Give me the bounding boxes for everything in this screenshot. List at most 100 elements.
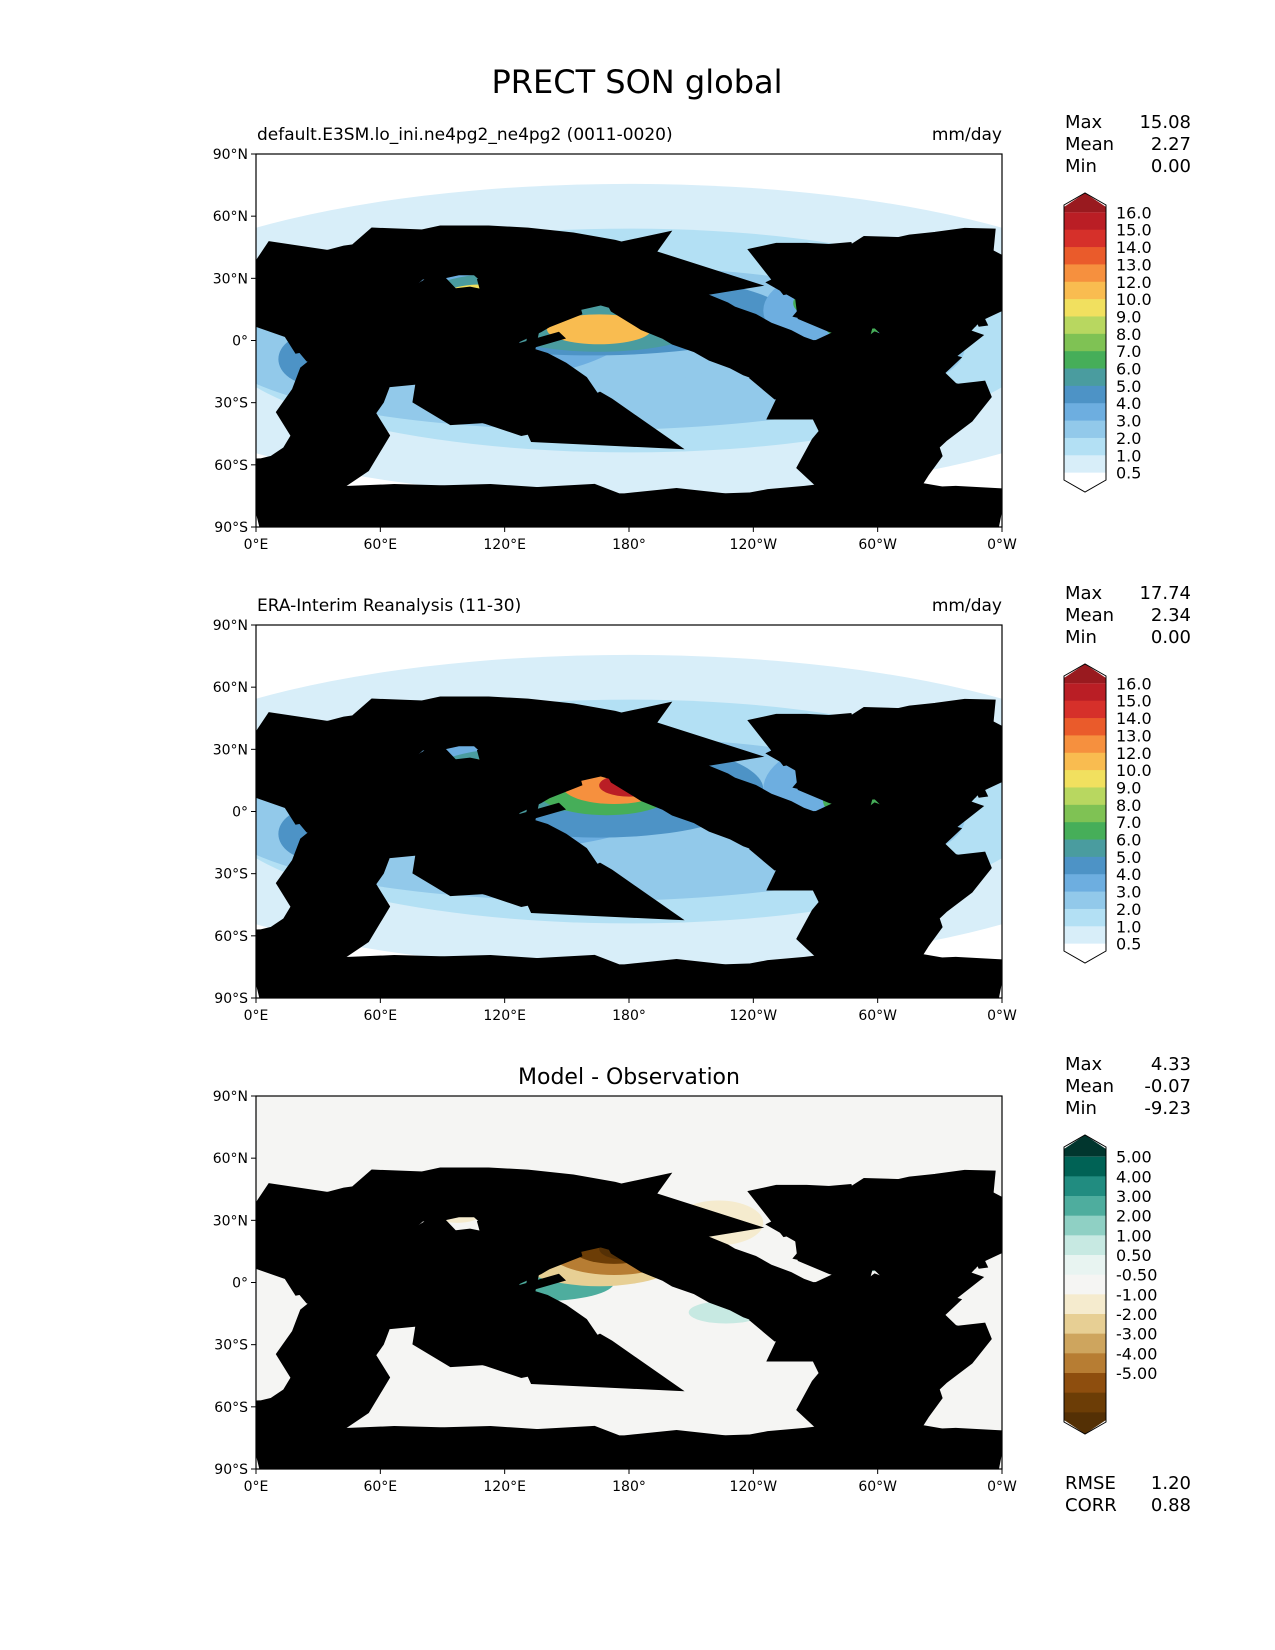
colorbar-segment xyxy=(1064,193,1106,213)
colorbar-segment xyxy=(1064,420,1106,439)
test-stat-value: 0.00 xyxy=(1151,156,1191,177)
lon-tick-label: 180° xyxy=(612,1479,646,1495)
lon-tick-label: 0°E xyxy=(244,1479,269,1495)
colorbar-segment xyxy=(1064,229,1106,248)
lon-tick-label: 60°E xyxy=(363,1008,397,1024)
colorbar-segment xyxy=(1064,1176,1106,1197)
colorbar-segment xyxy=(1064,718,1106,736)
colorbar-tick-label: 4.0 xyxy=(1116,394,1141,413)
colorbar-segment xyxy=(1064,351,1106,370)
difference-bottom-stat-value: 0.88 xyxy=(1151,1495,1191,1516)
lon-tick-label: 120°W xyxy=(730,1479,778,1495)
colorbar-segment xyxy=(1064,1373,1106,1394)
lon-tick-label: 120°E xyxy=(483,1008,526,1024)
colorbar-tick-label: 6.0 xyxy=(1116,831,1141,850)
lat-tick-label: 90°N xyxy=(213,147,248,163)
colorbar-tick-label: 5.0 xyxy=(1116,377,1141,396)
colorbar-segment xyxy=(1064,1135,1106,1157)
difference-bottom-stat-label: RMSE xyxy=(1065,1473,1116,1494)
colorbar-tick-label: 4.00 xyxy=(1116,1167,1152,1186)
colorbar-tick-label: 5.00 xyxy=(1116,1148,1152,1167)
difference-title: Model - Observation xyxy=(518,1065,740,1090)
colorbar-segment xyxy=(1064,770,1106,788)
colorbar-segment xyxy=(1064,1392,1106,1413)
colorbar-tick-label: 7.0 xyxy=(1116,813,1141,832)
colorbar-segment xyxy=(1064,735,1106,754)
lat-tick-label: 60°N xyxy=(213,680,248,696)
colorbar-segment xyxy=(1064,385,1106,404)
colorbar-segment xyxy=(1064,822,1106,841)
difference-stat-value: -0.07 xyxy=(1144,1076,1191,1097)
colorbar-segment xyxy=(1064,787,1106,806)
colorbar-segment xyxy=(1064,437,1106,456)
colorbar-tick-label: 3.0 xyxy=(1116,412,1141,431)
test-contour xyxy=(546,314,652,345)
colorbar-tick-label: 12.0 xyxy=(1116,273,1152,292)
difference-stat-value: -9.23 xyxy=(1144,1098,1191,1119)
colorbar-tick-label: -4.00 xyxy=(1116,1344,1157,1363)
colorbar-segment xyxy=(1064,856,1106,875)
colorbar-tick-label: 13.0 xyxy=(1116,255,1152,274)
lon-tick-label: 60°W xyxy=(858,537,897,553)
colorbar-segment xyxy=(1064,839,1106,858)
test-stat-value: 15.08 xyxy=(1139,112,1191,133)
lat-tick-label: 0° xyxy=(232,1276,248,1292)
colorbar-tick-label: 2.0 xyxy=(1116,429,1141,448)
reference-stat-label: Min xyxy=(1065,627,1097,648)
colorbar-segment xyxy=(1064,333,1106,352)
colorbar-tick-label: 2.00 xyxy=(1116,1207,1152,1226)
reference-colorbar-outline xyxy=(1063,663,1107,964)
lon-tick-label: 120°W xyxy=(730,1008,778,1024)
colorbar-tick-label: 0.5 xyxy=(1116,935,1141,954)
reference-colorbar xyxy=(1063,663,1107,964)
lon-tick-label: 180° xyxy=(612,537,646,553)
lon-tick-label: 180° xyxy=(612,1008,646,1024)
lon-tick-label: 120°W xyxy=(730,537,778,553)
test-map xyxy=(256,154,1002,527)
reference-stat-label: Max xyxy=(1065,583,1103,604)
colorbar-tick-label: 2.0 xyxy=(1116,900,1141,919)
lat-tick-label: 90°N xyxy=(213,618,248,634)
colorbar-segment xyxy=(1064,1353,1106,1374)
colorbar-tick-label: 16.0 xyxy=(1116,203,1152,222)
lat-tick-label: 30°N xyxy=(213,742,248,758)
difference-bottom-stat-value: 1.20 xyxy=(1151,1473,1191,1494)
test-stat-value: 2.27 xyxy=(1151,134,1191,155)
colorbar-tick-label: 0.5 xyxy=(1116,464,1141,483)
colorbar-tick-label: 14.0 xyxy=(1116,238,1152,257)
colorbar-segment xyxy=(1064,212,1106,231)
colorbar-tick-label: 14.0 xyxy=(1116,709,1152,728)
colorbar-segment xyxy=(1064,1294,1106,1315)
colorbar-segment xyxy=(1064,1314,1106,1335)
reference-units: mm/day xyxy=(932,596,1002,616)
colorbar-tick-label: 4.0 xyxy=(1116,865,1141,884)
colorbar-segment xyxy=(1064,804,1106,823)
difference-stat-label: Mean xyxy=(1065,1076,1114,1097)
colorbar-segment xyxy=(1064,1274,1106,1295)
colorbar-segment xyxy=(1064,683,1106,702)
test-stat-label: Mean xyxy=(1065,134,1114,155)
figure-title: PRECT SON global xyxy=(491,63,782,101)
test-stat-label: Max xyxy=(1065,112,1103,133)
lat-tick-label: 60°N xyxy=(213,209,248,225)
colorbar-tick-label: 3.0 xyxy=(1116,883,1141,902)
colorbar-tick-label: -3.00 xyxy=(1116,1325,1157,1344)
lon-tick-label: 60°W xyxy=(858,1479,897,1495)
colorbar-tick-label: 1.0 xyxy=(1116,446,1141,465)
lat-tick-label: 90°S xyxy=(214,1462,248,1478)
colorbar-tick-label: 6.0 xyxy=(1116,360,1141,379)
colorbar-segment xyxy=(1064,316,1106,335)
colorbar-segment xyxy=(1064,455,1106,474)
colorbar-segment xyxy=(1064,1333,1106,1354)
lat-tick-label: 30°N xyxy=(213,271,248,287)
colorbar-segment xyxy=(1064,664,1106,684)
lon-tick-label: 0°W xyxy=(987,537,1017,553)
colorbar-segment xyxy=(1064,1156,1106,1177)
lat-tick-label: 60°S xyxy=(214,1400,248,1416)
colorbar-segment xyxy=(1064,1255,1106,1276)
colorbar-segment xyxy=(1064,926,1106,945)
colorbar-segment xyxy=(1064,1412,1106,1434)
colorbar-segment xyxy=(1064,247,1106,265)
colorbar-tick-label: 15.0 xyxy=(1116,692,1152,711)
